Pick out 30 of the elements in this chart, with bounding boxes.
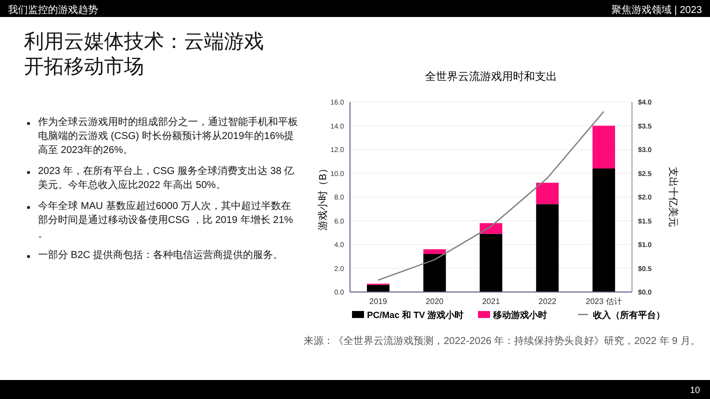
x-tick-label: 2020 [426, 297, 444, 306]
x-tick-label: 2021 [482, 297, 500, 306]
bar [592, 168, 616, 292]
legend-label: 移动游戏小时 [492, 310, 547, 320]
x-tick-label: 2019 [369, 297, 388, 306]
bar [423, 254, 446, 292]
x-tick-label: 2022 [538, 297, 557, 306]
bar [480, 223, 502, 234]
text: 今年全球 MAU 基数应超过6000 万人次，其中超过半数在部分时间是通过移动设备使用CSG ，比 2019 年增长 21% 。 [38, 200, 294, 242]
text: 10 [690, 385, 700, 395]
text: 利用云媒体技术：云端游戏开拓移动市场 [24, 30, 265, 80]
text: 作为全球云游戏用时的组成部分之一，通过智能手机和平板电脑端的云游戏 (CSG) 时长份额预计将从2019年的16%提高至 2023年的26%。 [38, 116, 299, 158]
text: 一部分 B2C 提供商包括：各种电信运营商提供的服务。 [38, 249, 284, 263]
text: 我们监控的游戏趋势 [8, 4, 98, 17]
bar [480, 234, 502, 292]
line-series [378, 110, 604, 281]
chart-title: 全世界云流游戏用时和支出 [425, 70, 557, 83]
bar [536, 204, 559, 292]
legend-label: PC/Mac 和 TV 游戏小时 [367, 310, 464, 320]
text: 聚焦游戏领域 | 2023 [612, 4, 702, 17]
legend-label: 收入（所有平台） [593, 310, 665, 320]
source-note: 来源：《全世界云流游戏预测，2022-2026 年：持续保持势头良好》研究，2022 年 9 月。 [302, 334, 702, 348]
y-axis-title: 游戏小时（B） [317, 164, 329, 230]
bar [423, 249, 446, 254]
bar [366, 284, 390, 292]
x-tick-label: 2023 估计 [586, 297, 622, 306]
bar [592, 126, 616, 168]
text: 2023 年，在所有平台上，CSG 服务全球消费支出达 38 亿美元。今年总收入应比2022 年高出 50%。 [38, 165, 296, 193]
y2-axis-title: 支出十亿美元 [667, 167, 679, 227]
bar [536, 182, 559, 204]
